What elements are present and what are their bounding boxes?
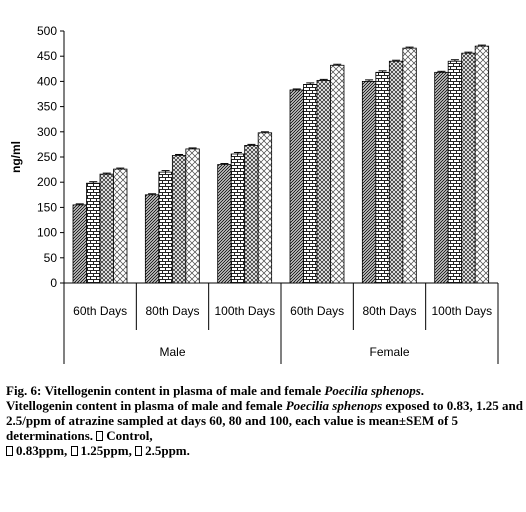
legend-symbol-control [96, 431, 104, 441]
legend-symbol-083 [6, 446, 13, 456]
x-tick-label: 80th Days [145, 304, 199, 318]
caption-title-text: Vitellogenin content in plasma of male a… [44, 383, 425, 398]
bar [230, 153, 246, 284]
bar [158, 171, 173, 284]
bar [402, 47, 417, 284]
y-tick-label: 100 [37, 226, 57, 240]
legend-symbol-25 [135, 446, 143, 456]
bar [217, 164, 232, 284]
bar [244, 145, 259, 284]
bar [86, 182, 101, 284]
figure-label: Fig. 6: [6, 383, 42, 398]
chart: 0 50 100 150 200 250 300 350 400 450 500 ng/ml 60th … [9, 24, 499, 364]
bar [375, 71, 390, 284]
y-tick-label: 250 [37, 150, 57, 164]
x-tick-label: 100th Days [214, 304, 275, 318]
y-axis-title: ng/ml [9, 141, 23, 173]
caption-body: Vitellogenin content in plasma of male a… [6, 398, 524, 458]
x-tick-label: 60th Days [290, 304, 344, 318]
y-tick-label: 400 [37, 74, 57, 88]
legend-label-25: 2.5ppm. [145, 443, 190, 458]
y-tick-label: 0 [50, 276, 57, 290]
x-group-label: Male [159, 345, 185, 359]
bar [330, 64, 345, 284]
figure-caption: Fig. 6: Vitellogenin content in plasma o… [6, 383, 524, 458]
y-tick-label: 50 [44, 251, 58, 265]
bar [99, 173, 114, 284]
bar [72, 204, 87, 284]
legend-label-083: 0.83ppm, [16, 443, 68, 458]
bar [316, 79, 331, 284]
bar [303, 84, 318, 284]
bar [185, 148, 200, 284]
bar [447, 60, 463, 284]
bar [461, 52, 476, 284]
y-tick-label: 350 [37, 100, 57, 114]
bar [474, 45, 490, 284]
legend-label-125: 1.25ppm, [80, 443, 132, 458]
bar [434, 71, 449, 284]
bar [257, 132, 273, 284]
y-tick-label: 150 [37, 200, 57, 214]
bar [144, 194, 160, 284]
bar [113, 168, 128, 284]
legend-symbol-125 [70, 446, 78, 456]
caption-title: Fig. 6: Vitellogenin content in plasma o… [6, 383, 524, 398]
bar [289, 89, 304, 284]
y-tick-label: 500 [37, 24, 57, 38]
x-tick-label: 100th Days [431, 304, 492, 318]
x-group-label: Female [369, 345, 409, 359]
y-tick-label: 200 [37, 175, 57, 189]
y-tick-label: 450 [37, 49, 57, 63]
bar [171, 155, 187, 284]
bar [361, 81, 377, 284]
legend-label-control: Control, [106, 428, 153, 443]
y-tick-label: 300 [37, 125, 57, 139]
x-tick-label: 80th Days [362, 304, 416, 318]
x-tick-label: 60th Days [73, 304, 127, 318]
bar [388, 60, 404, 284]
